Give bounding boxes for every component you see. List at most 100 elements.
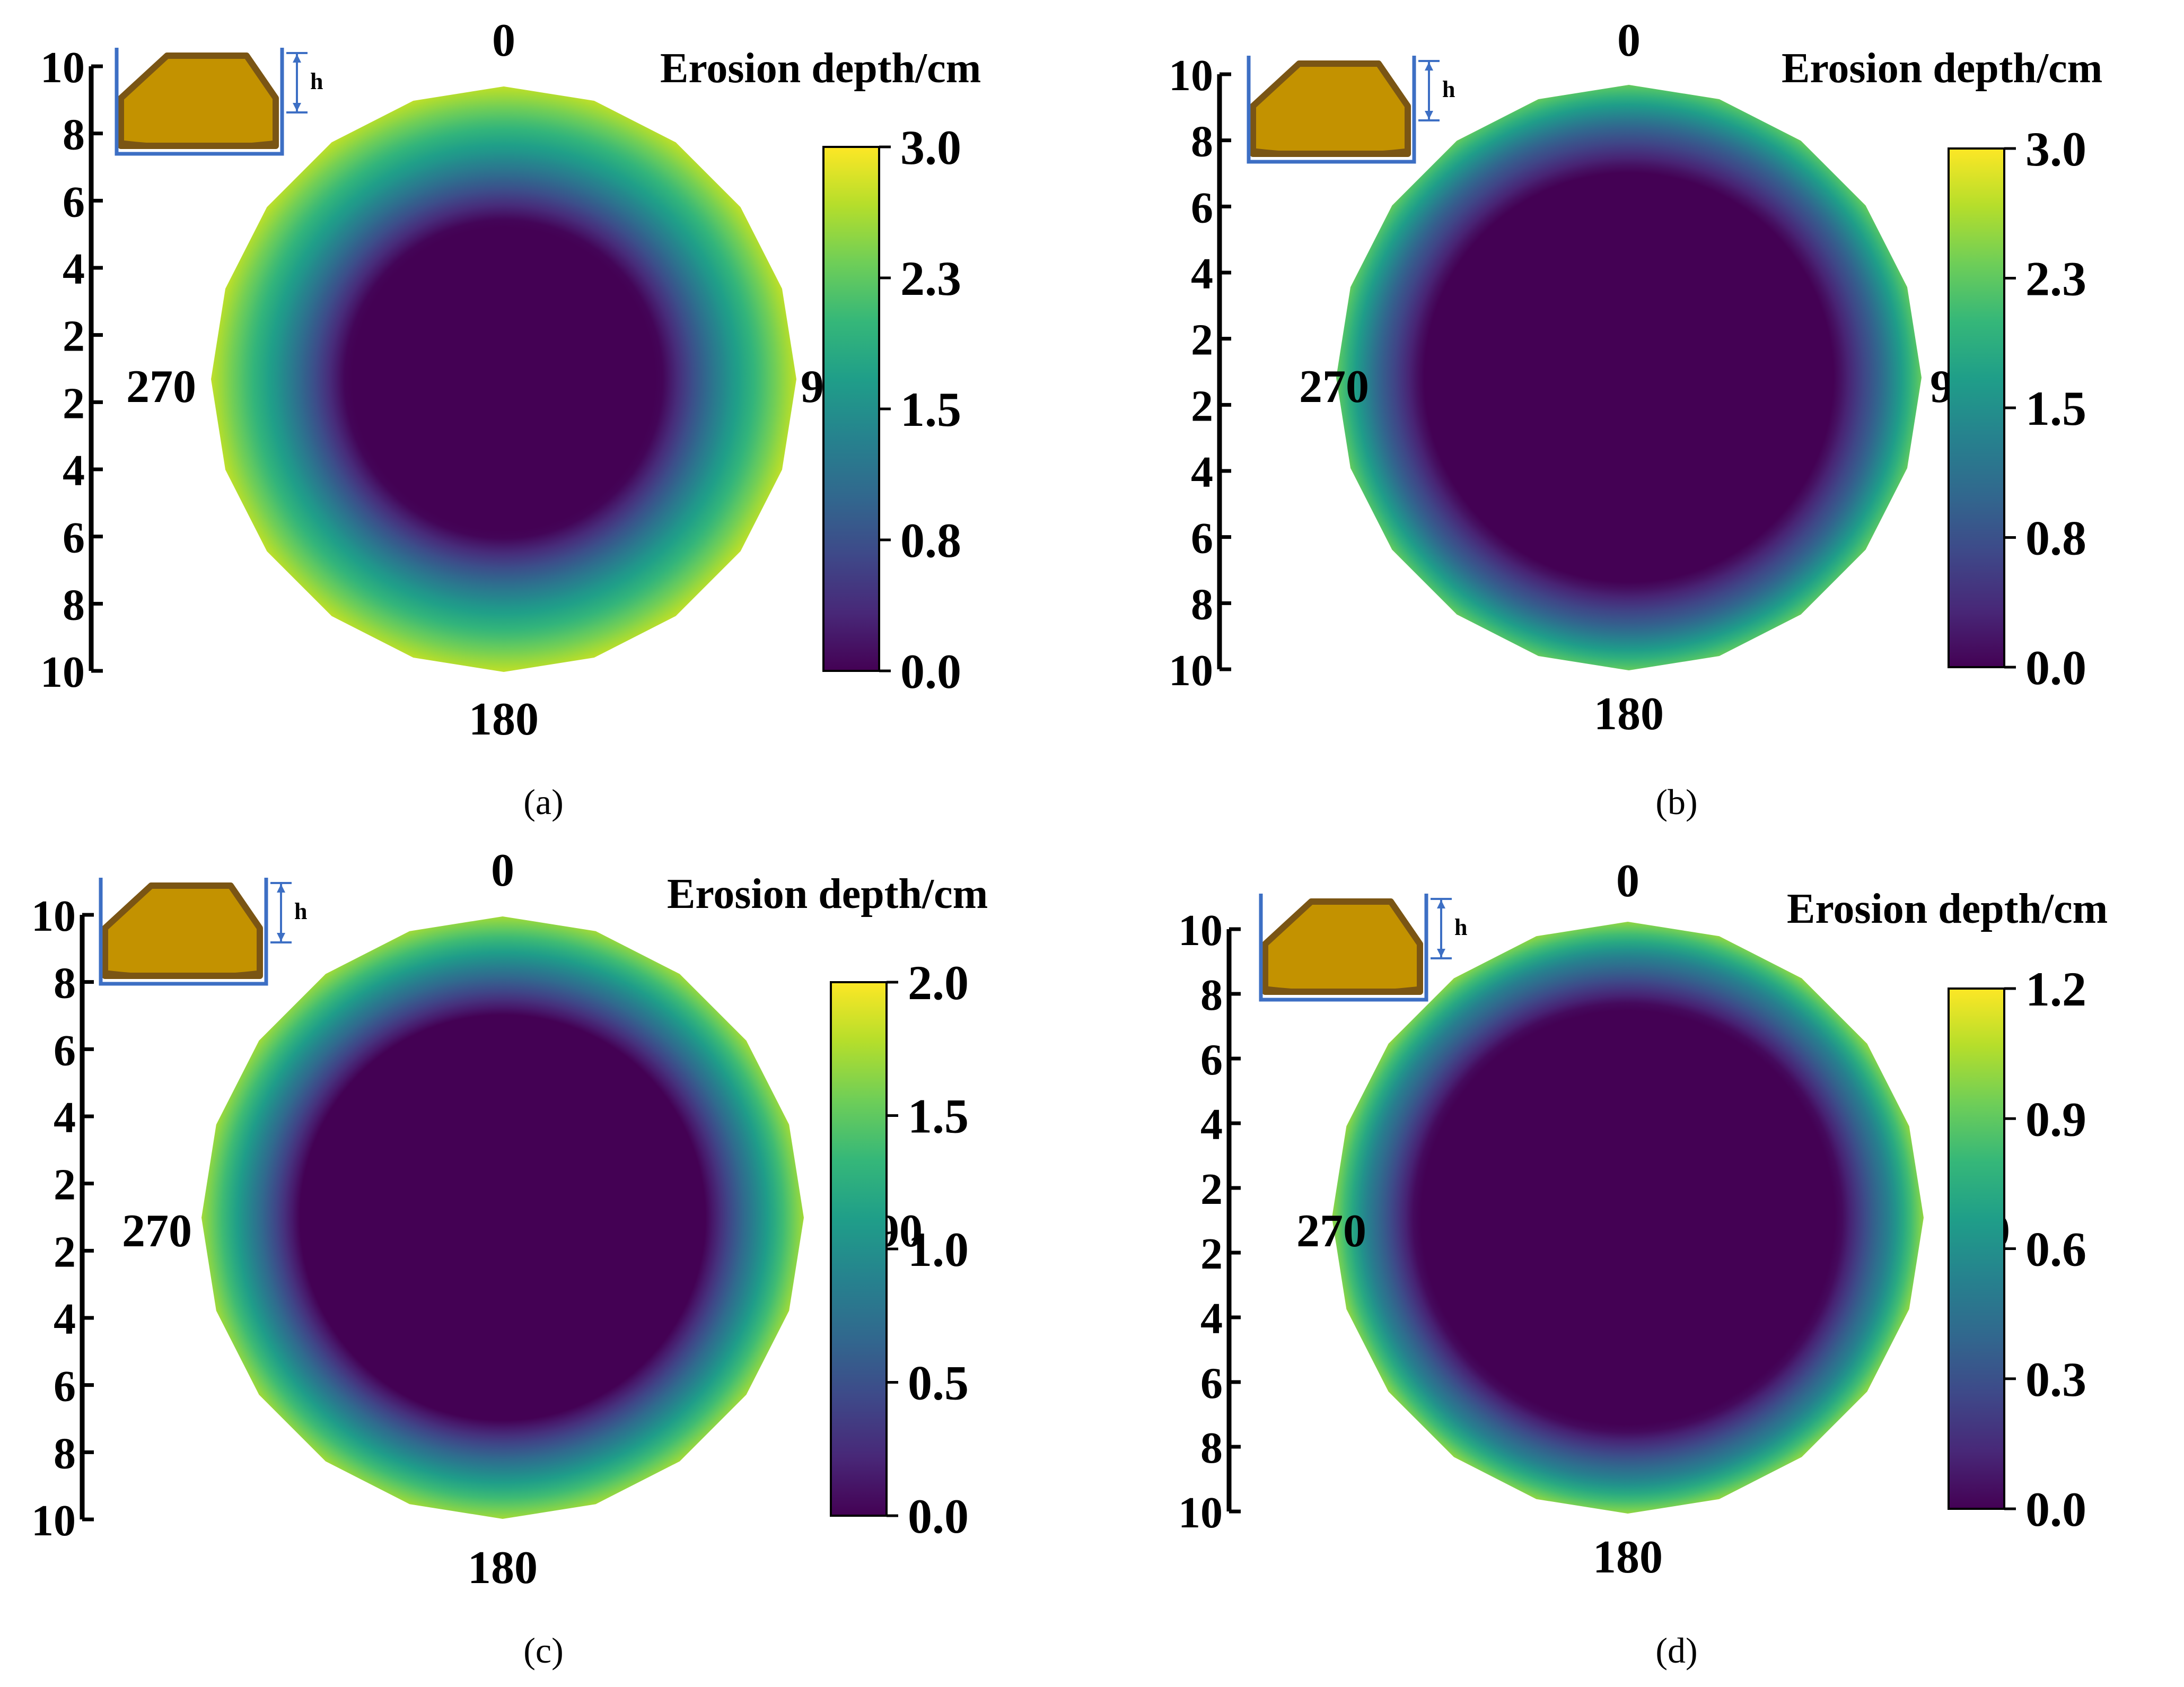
block-base-line (106, 970, 260, 978)
radial-axis: 10 8 6 4 2 2 4 6 8 10 (1169, 51, 1231, 695)
colorbar-title: Erosion depth/cm (1787, 886, 2108, 932)
polar-contour-map (211, 86, 796, 672)
radial-tick-label: 2 (63, 379, 85, 428)
colorbar-gradient-bar (822, 146, 880, 672)
colorbar-title: Erosion depth/cm (660, 45, 981, 92)
panel-caption: (a) (523, 782, 563, 822)
embankment-block (1250, 60, 1411, 157)
arrow-up-icon (1425, 62, 1433, 71)
radial-tick-label: 6 (63, 513, 85, 563)
radial-tick-label: 8 (1200, 971, 1223, 1020)
colorbar-tick-label: 2.3 (900, 251, 961, 305)
angle-label-270: 270 (126, 361, 196, 413)
channel-outline (1247, 56, 1416, 164)
inset-schematic: h (1259, 894, 1467, 1002)
radial-tick-label: 4 (1200, 1100, 1223, 1149)
angle-label-180: 180 (469, 694, 539, 745)
radial-tick-label: 10 (1169, 51, 1213, 100)
radial-tick-label: 6 (1200, 1359, 1223, 1408)
radial-tick-label: 4 (1191, 448, 1213, 497)
angle-label-270: 270 (1299, 361, 1369, 413)
radial-tick-label: 6 (63, 177, 85, 226)
radial-tick-label: 10 (1178, 906, 1223, 955)
inset-schematic: h (115, 48, 323, 156)
embankment-block (1262, 898, 1423, 995)
height-label: h (1442, 76, 1455, 102)
radial-tick-label: 4 (54, 1093, 76, 1142)
colorbar-gradient-bar (1948, 147, 2005, 668)
colorbar-tick-label: 1.0 (908, 1222, 969, 1277)
radial-tick-label: 2 (1191, 381, 1213, 431)
radial-axis: 10 8 6 4 2 2 4 6 8 10 (40, 43, 103, 697)
radial-tick-label: 6 (54, 1362, 76, 1411)
angle-label-0: 0 (1616, 855, 1639, 907)
radial-tick-label: 8 (1191, 580, 1213, 629)
colorbar-tick-label: 0.8 (2025, 511, 2086, 565)
angle-label-180: 180 (1593, 1532, 1663, 1583)
colorbar-tick-label: 0.8 (900, 513, 961, 567)
radial-tick-label: 8 (63, 580, 85, 630)
radial-axis: 10 8 6 4 2 2 4 6 8 10 (1178, 906, 1241, 1537)
panel-caption: (d) (1655, 1630, 1697, 1671)
radial-tick-label: 2 (1200, 1229, 1223, 1279)
colorbar: 2.0 1.5 1.0 0.5 0.0 (830, 956, 969, 1543)
angle-label-270: 270 (122, 1205, 192, 1257)
colorbar-tick-label: 3.0 (2025, 122, 2086, 176)
arrow-down-icon (1425, 111, 1433, 119)
colorbar-tick-label: 0.0 (2025, 1482, 2086, 1536)
colorbar-tick-label: 1.5 (2025, 381, 2086, 435)
panel-caption: (c) (523, 1630, 563, 1671)
radial-tick-label: 2 (63, 312, 85, 361)
colorbar-tick-label: 0.3 (2025, 1352, 2086, 1406)
panel-a: 0901802701086422468103.02.31.50.80.0Eros… (40, 15, 981, 822)
radial-tick-label: 4 (63, 244, 85, 294)
block-base-line (121, 140, 276, 148)
colorbar-tick-label: 0.9 (2025, 1092, 2086, 1146)
arrow-down-icon (1437, 949, 1445, 957)
polar-contour-map (1332, 922, 1924, 1514)
radial-tick-label: 10 (1169, 646, 1213, 695)
colorbar-tick-label: 1.5 (900, 382, 961, 436)
block-base-line (1266, 986, 1420, 994)
inset-schematic: h (99, 878, 307, 986)
radial-tick-label: 8 (1191, 117, 1213, 167)
radial-tick-label: 8 (54, 959, 76, 1008)
radial-tick-label: 4 (1200, 1294, 1223, 1343)
radial-tick-label: 2 (54, 1160, 76, 1210)
radial-tick-label: 10 (40, 43, 85, 92)
radial-tick-label: 10 (40, 648, 85, 697)
colorbar: 3.0 2.3 1.5 0.8 0.0 (822, 120, 961, 698)
colorbar-tick-label: 0.0 (908, 1489, 969, 1543)
radial-axis: 10 8 6 4 2 2 4 6 8 10 (31, 891, 94, 1545)
angle-label-180: 180 (468, 1542, 538, 1594)
radial-tick-label: 6 (1191, 183, 1213, 232)
height-label: h (294, 898, 307, 924)
colorbar-tick-label: 0.0 (900, 644, 961, 698)
arrow-up-icon (293, 54, 301, 63)
colorbar-tick-label: 0.0 (2025, 641, 2086, 695)
colorbar-tick-label: 1.2 (2025, 962, 2086, 1016)
angle-label-0: 0 (491, 845, 514, 896)
block-base-line (1253, 148, 1408, 156)
radial-tick-label: 10 (31, 891, 76, 941)
radial-tick-label: 4 (54, 1295, 76, 1344)
embankment-block (102, 882, 263, 979)
arrow-up-icon (277, 884, 285, 893)
panel-d: 0901802701086422468101.20.90.60.30.0Eros… (1178, 855, 2108, 1671)
polar-contour-map (201, 916, 804, 1519)
channel-outline (1259, 894, 1428, 1002)
channel-outline (99, 878, 268, 986)
colorbar-tick-label: 2.0 (908, 956, 969, 1010)
colorbar-tick-label: 0.5 (908, 1356, 969, 1410)
angle-label-0: 0 (492, 15, 515, 66)
colorbar-title: Erosion depth/cm (667, 871, 988, 917)
arrow-down-icon (293, 103, 301, 111)
radial-tick-label: 6 (1191, 514, 1213, 563)
radial-tick-label: 8 (63, 110, 85, 160)
colorbar-tick-label: 0.6 (2025, 1222, 2086, 1277)
colorbar-tick-label: 3.0 (900, 120, 961, 174)
polar-contour-map (1336, 85, 1922, 670)
angle-label-0: 0 (1617, 15, 1641, 66)
colorbar-tick-label: 2.3 (2025, 252, 2086, 306)
